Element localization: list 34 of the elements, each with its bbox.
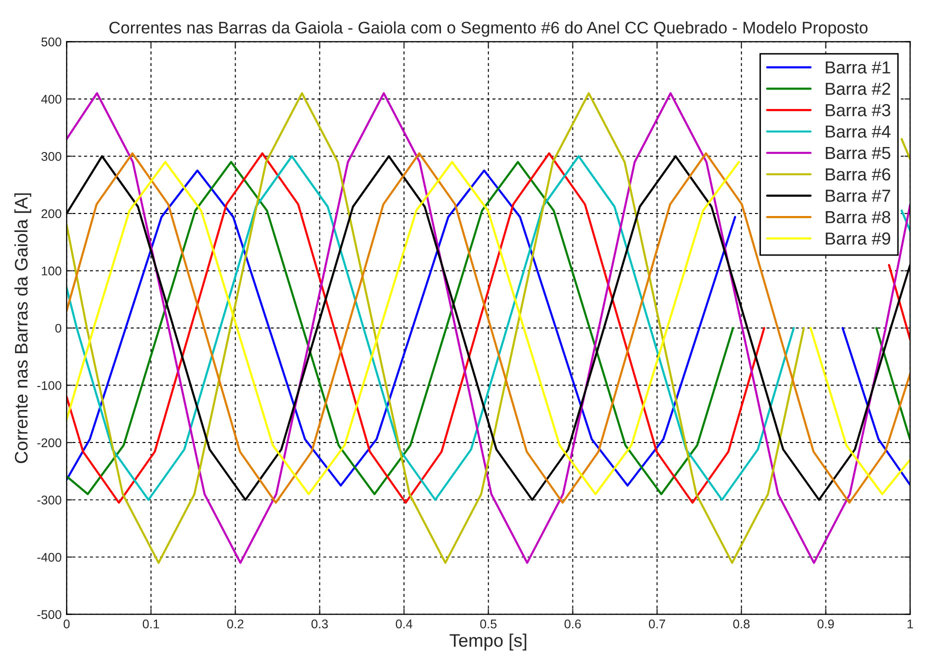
x-tick-label: 1 bbox=[908, 620, 913, 628]
chart-title: Correntes nas Barras da Gaiola - Gaiola com o Segmento #6 do Anel CC Quebrado - Modelo Proposto bbox=[109, 21, 868, 37]
x-tick-label: 0.8 bbox=[733, 620, 750, 628]
x-tick-label: 0.7 bbox=[648, 620, 666, 628]
y-tick-label: -100 bbox=[37, 381, 62, 390]
x-tick-label: 0 bbox=[64, 620, 70, 628]
y-tick-label: -400 bbox=[37, 552, 62, 562]
legend-label: Barra #5 bbox=[826, 147, 890, 160]
y-tick-label: 0 bbox=[55, 324, 62, 333]
legend-label: Barra #9 bbox=[826, 232, 890, 245]
x-tick-label: 0.4 bbox=[396, 620, 412, 628]
x-axis-title: Tempo [s] bbox=[450, 634, 526, 650]
x-tick-label: 0.3 bbox=[311, 620, 328, 628]
legend-label: Barra #7 bbox=[826, 190, 890, 202]
x-tick-label: 0.9 bbox=[818, 620, 834, 628]
y-tick-label: 500 bbox=[41, 38, 62, 46]
x-tick-label: 0.1 bbox=[142, 620, 160, 628]
y-axis-title: Corrente nas Barras da Gaiola [A] bbox=[14, 193, 32, 464]
y-tick-label: -500 bbox=[37, 610, 62, 619]
x-tick-label: 0.2 bbox=[227, 620, 244, 628]
legend-label: Barra #4 bbox=[826, 126, 891, 138]
y-tick-label: -200 bbox=[37, 438, 62, 448]
legend-label: Barra #6 bbox=[826, 168, 890, 181]
y-tick-label: 300 bbox=[41, 152, 62, 161]
x-tick-label: 0.6 bbox=[564, 620, 581, 628]
legend-label: Barra #8 bbox=[826, 211, 890, 224]
y-tick-label: 200 bbox=[42, 209, 62, 218]
legend-label: Barra #3 bbox=[826, 104, 890, 116]
y-tick-label: 100 bbox=[42, 266, 62, 276]
legend-label: Barra #2 bbox=[826, 82, 890, 95]
legend-label: Barra #1 bbox=[826, 61, 890, 74]
y-tick-label: -300 bbox=[37, 496, 62, 504]
y-tick-label: 400 bbox=[41, 94, 62, 104]
x-tick-label: 0.5 bbox=[480, 620, 497, 628]
